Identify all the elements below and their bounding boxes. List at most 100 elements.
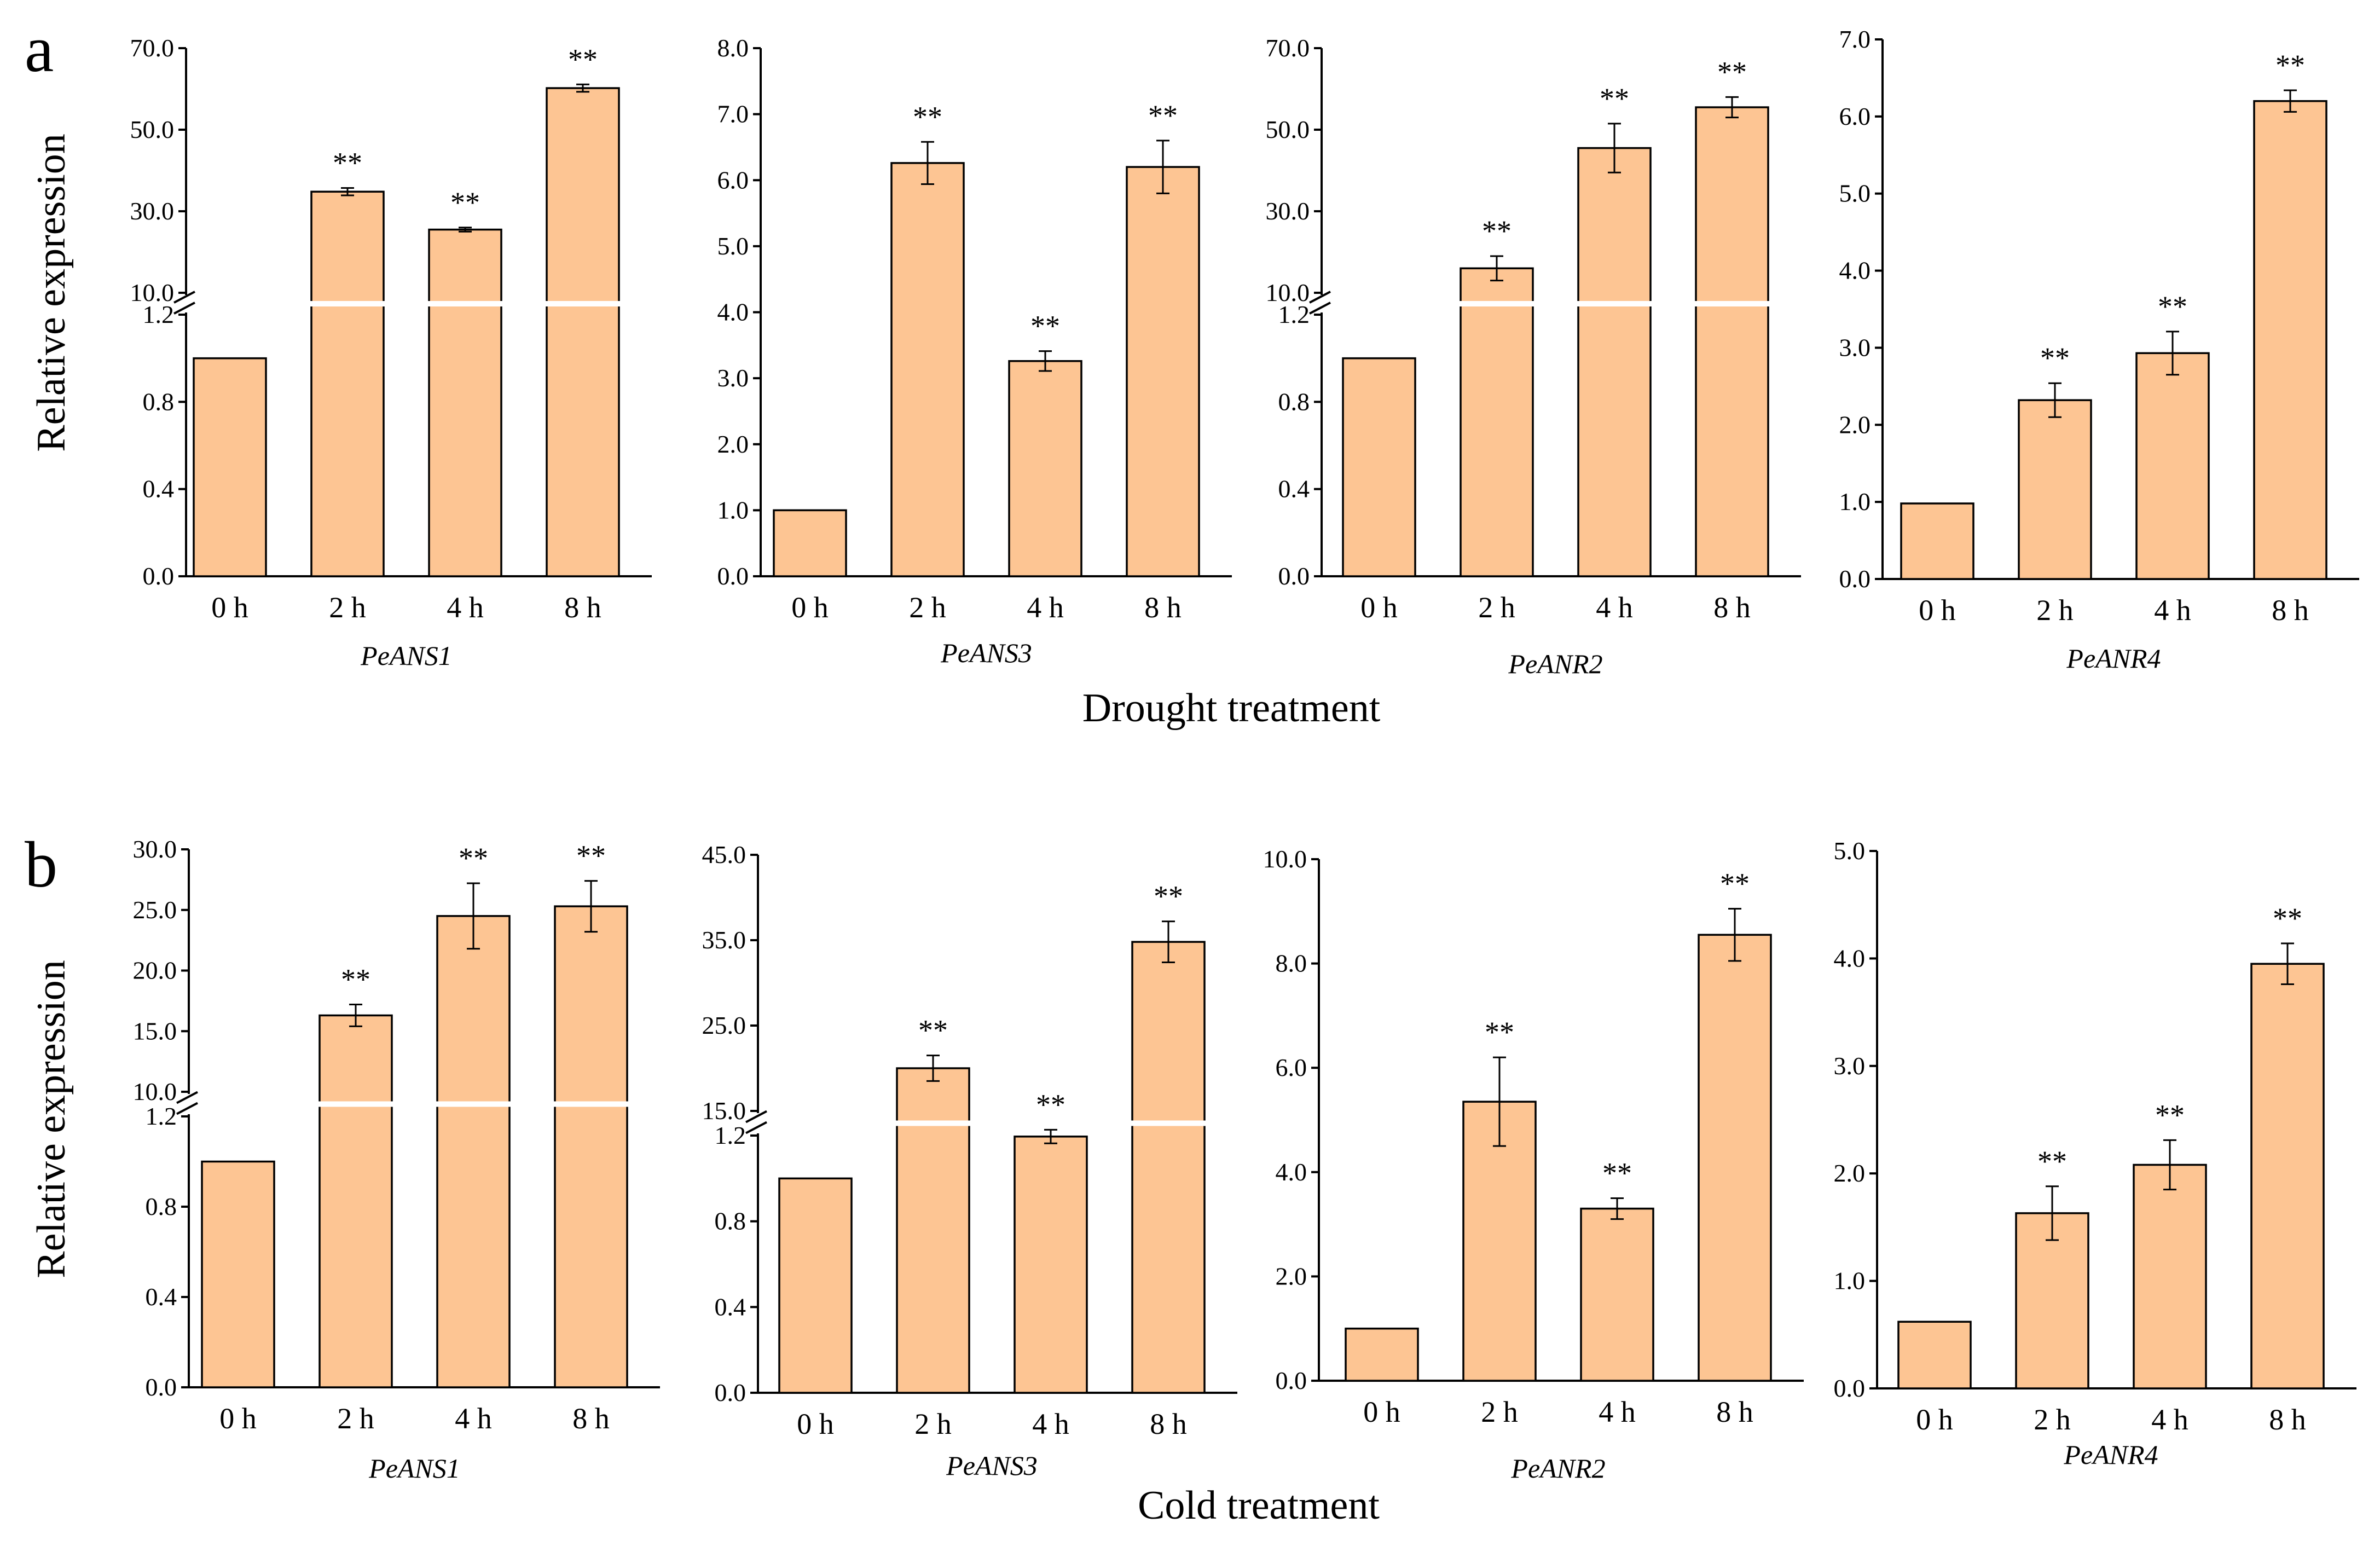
significance-label: **	[1030, 310, 1060, 343]
x-axis-label-cold: Cold treatment	[1138, 1483, 1380, 1528]
x-tick-label: 8 h	[1150, 1408, 1187, 1440]
chart-a-peanr4: 0.0 1.0 2.0 3.0 4.0 5.0 6.0 7.0 0 h ** 2 h ** 4 h ** 8…	[1839, 25, 2359, 674]
x-tick-label: 2 h	[1478, 591, 1515, 624]
bar	[2018, 399, 2092, 580]
bar	[773, 509, 847, 577]
significance-label: **	[2273, 902, 2302, 935]
y-tick-label: 50.0	[1266, 115, 1310, 143]
significance-label: **	[1482, 215, 1512, 247]
y-tick-label: 15.0	[702, 1097, 746, 1125]
y-tick-label: 1.2	[1278, 300, 1310, 328]
x-tick-label: 0 h	[1363, 1396, 1400, 1428]
axis-break-mark	[745, 1121, 767, 1134]
significance-label: **	[1717, 55, 1747, 88]
x-tick-label: 8 h	[2272, 594, 2309, 627]
significance-label: **	[450, 186, 480, 219]
y-tick-label: 45.0	[702, 841, 746, 868]
x-tick-label: 2 h	[1481, 1396, 1518, 1428]
x-tick-label: 8 h	[1144, 591, 1182, 624]
significance-label: **	[1154, 880, 1183, 913]
y-tick-label: 10.0	[130, 279, 175, 306]
bar	[201, 1160, 275, 1388]
x-tick-label: 0 h	[791, 591, 829, 624]
bar	[1342, 357, 1416, 577]
bar	[1008, 360, 1082, 577]
y-tick-label: 5.0	[1839, 180, 1871, 207]
chart-b-peanr4: 0.0 1.0 2.0 3.0 4.0 5.0 0 h ** 2 h ** 4 h ** 8 h PeAN…	[1834, 837, 2356, 1470]
x-tick-label: 8 h	[1713, 591, 1751, 624]
significance-label: **	[2037, 1145, 2067, 1178]
axis-break-mark	[173, 302, 195, 315]
y-tick-label: 2.0	[1276, 1262, 1307, 1290]
y-tick-label: 70.0	[1266, 34, 1310, 62]
x-tick-label: 0 h	[211, 591, 248, 624]
axis-break-mark	[1309, 291, 1331, 304]
y-tick-label: 0.8	[715, 1207, 746, 1235]
y-tick-label: 6.0	[1276, 1053, 1307, 1081]
y-tick-label: 3.0	[1834, 1052, 1866, 1080]
gene-label: PeANR2	[1510, 1453, 1605, 1484]
y-tick-label: 0.0	[143, 562, 175, 590]
panel-letter-a: a	[25, 13, 54, 85]
y-tick-label: 0.0	[715, 1379, 746, 1406]
bar	[436, 915, 511, 1388]
bar	[546, 87, 620, 577]
bar	[2015, 1212, 2089, 1389]
significance-label: **	[333, 147, 362, 180]
chart-b-peans1: 0.0 0.4 0.8 1.210.0 15.0 20.0 25.0 30.0 0 h ** 2 h…	[133, 835, 660, 1484]
significance-label: **	[2275, 49, 2305, 82]
y-tick-label: 30.0	[130, 197, 175, 225]
bar	[2135, 352, 2210, 580]
x-tick-label: 4 h	[2151, 1403, 2188, 1436]
y-tick-label: 0.4	[143, 475, 175, 503]
y-tick-label: 1.2	[715, 1121, 746, 1149]
y-tick-label: 4.0	[1834, 944, 1866, 972]
bar	[1695, 106, 1769, 577]
x-tick-label: 2 h	[914, 1408, 952, 1440]
y-tick-label: 2.0	[1839, 410, 1871, 438]
y-tick-label: 70.0	[130, 34, 175, 62]
x-tick-label: 8 h	[1716, 1396, 1753, 1428]
y-tick-label: 0.8	[1278, 387, 1310, 415]
bar	[1460, 267, 1534, 577]
y-tick-label: 2.0	[1834, 1159, 1866, 1187]
significance-label: **	[2040, 341, 2070, 374]
y-tick-label: 1.2	[146, 1102, 177, 1130]
x-tick-label: 2 h	[909, 591, 946, 624]
significance-label: **	[568, 43, 598, 76]
bar	[1577, 147, 1652, 577]
bar	[1126, 166, 1200, 577]
bar	[1462, 1101, 1537, 1382]
y-tick-label: 6.0	[1839, 102, 1871, 130]
y-tick-label: 4.0	[1276, 1158, 1307, 1186]
x-tick-label: 4 h	[2154, 594, 2191, 627]
chart-b-peans3: 0.0 0.4 0.8 1.215.0 25.0 35.0 45.0 0 h ** 2 h ** 4 …	[702, 841, 1237, 1481]
bar	[1345, 1327, 1419, 1382]
y-tick-label: 1.0	[1834, 1267, 1866, 1295]
y-tick-label: 6.0	[717, 166, 749, 194]
x-tick-label: 4 h	[447, 591, 484, 624]
y-tick-label: 1.0	[1839, 488, 1871, 516]
y-tick-label: 10.0	[1266, 279, 1310, 306]
y-tick-label: 2.0	[717, 430, 749, 458]
significance-label: **	[459, 842, 488, 875]
chart-a-peans3: 0.0 1.0 2.0 3.0 4.0 5.0 6.0 7.0 8.0 0 h ** 2 h ** 4 h…	[717, 34, 1232, 668]
y-tick-label: 0.0	[1276, 1366, 1307, 1394]
bar	[428, 228, 502, 577]
x-tick-label: 8 h	[572, 1402, 610, 1435]
y-tick-label: 10.0	[133, 1078, 177, 1105]
y-tick-label: 4.0	[717, 298, 749, 326]
y-tick-label: 1.2	[143, 300, 175, 328]
bar	[2250, 963, 2325, 1389]
charts-layer: 0.00.40.81.210.030.050.070.00 h**2 h**4 …	[130, 25, 2359, 1484]
y-tick-label: 5.0	[717, 232, 749, 260]
y-tick-label: 3.0	[717, 364, 749, 392]
x-tick-label: 2 h	[329, 591, 366, 624]
y-tick-label: 8.0	[717, 34, 749, 62]
bar	[778, 1177, 853, 1394]
chart-b-peanr2: 0.0 2.0 4.0 6.0 8.0 10.0 0 h ** 2 h ** 4 h ** 8 h PeA…	[1263, 845, 1804, 1484]
x-tick-label: 0 h	[797, 1408, 834, 1440]
axis-break-mark	[1309, 302, 1331, 315]
y-tick-label: 50.0	[130, 115, 175, 143]
